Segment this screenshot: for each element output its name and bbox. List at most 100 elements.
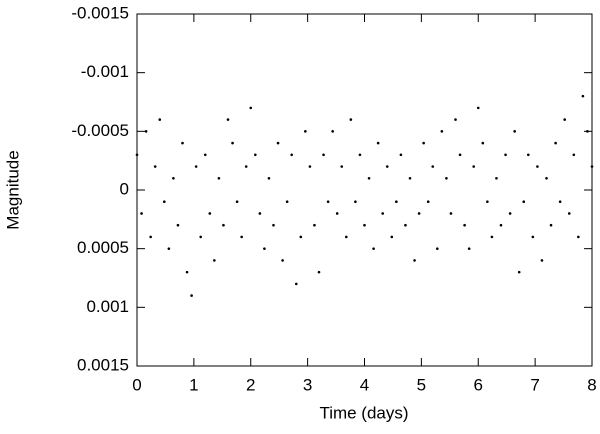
data-point <box>417 212 421 215</box>
data-point <box>258 212 262 215</box>
data-point <box>313 223 316 227</box>
y-tick-label: 0.0005 <box>77 238 129 257</box>
data-point <box>190 294 193 297</box>
data-point <box>517 270 521 274</box>
data-point <box>558 200 562 204</box>
data-point <box>203 153 207 157</box>
data-point <box>304 130 307 133</box>
data-point <box>267 176 271 180</box>
data-point <box>263 247 266 250</box>
data-point <box>249 106 253 110</box>
data-point <box>581 94 585 98</box>
data-point <box>495 176 498 180</box>
data-point <box>440 130 444 133</box>
data-point <box>185 270 189 274</box>
data-point <box>358 153 362 157</box>
y-tick-label: -0.0015 <box>71 3 129 22</box>
data-point <box>153 165 157 168</box>
data-point <box>404 223 407 227</box>
data-point <box>476 106 480 110</box>
data-point <box>235 200 239 204</box>
y-axis-label: Magnitude <box>3 150 22 229</box>
y-tick-label: -0.0005 <box>71 121 129 140</box>
data-point <box>345 235 348 239</box>
data-point <box>536 165 539 168</box>
data-point <box>281 259 284 262</box>
data-point <box>508 212 512 215</box>
data-point <box>504 153 507 157</box>
data-point <box>194 165 198 168</box>
data-point <box>213 259 216 262</box>
data-point <box>244 165 248 168</box>
data-point <box>276 141 280 145</box>
data-point <box>390 235 394 239</box>
data-point <box>431 165 435 168</box>
data-point <box>285 200 289 204</box>
data-point <box>445 176 448 180</box>
data-point <box>586 130 589 133</box>
data-point <box>181 141 184 145</box>
data-point <box>363 223 366 227</box>
data-point <box>354 200 357 204</box>
data-point <box>340 165 344 168</box>
data-point <box>572 153 576 157</box>
x-tick-label: 7 <box>530 375 539 394</box>
data-point <box>317 270 321 274</box>
data-point <box>540 259 544 262</box>
data-point <box>486 200 489 204</box>
data-point <box>563 118 566 121</box>
data-point <box>408 176 412 180</box>
data-point <box>217 176 221 180</box>
data-point <box>149 235 152 239</box>
data-point <box>577 235 580 239</box>
x-tick-label: 4 <box>360 375 369 394</box>
data-point <box>567 212 571 215</box>
data-point <box>549 223 553 227</box>
data-point <box>531 235 535 239</box>
data-point <box>545 176 548 180</box>
data-point <box>254 153 257 157</box>
x-tick-label: 6 <box>474 375 483 394</box>
data-point <box>399 153 403 157</box>
data-point <box>167 247 171 250</box>
data-point <box>172 176 175 180</box>
data-point <box>208 212 212 215</box>
data-point <box>335 212 339 215</box>
data-point <box>458 153 462 157</box>
x-tick-label: 2 <box>246 375 255 394</box>
data-point <box>481 141 485 145</box>
data-point <box>463 223 466 227</box>
data-point <box>158 118 162 121</box>
data-point <box>522 200 526 204</box>
data-point <box>499 223 503 227</box>
data-point <box>240 235 243 239</box>
data-point <box>144 130 148 133</box>
data-point <box>299 235 303 239</box>
data-point <box>395 200 398 204</box>
plot-frame <box>136 13 593 367</box>
data-point <box>381 212 385 215</box>
data-point <box>322 153 325 157</box>
data-point <box>513 130 516 133</box>
data-point <box>331 130 334 133</box>
data-point <box>454 118 457 121</box>
data-point <box>436 247 439 250</box>
x-tick-label: 0 <box>132 375 141 394</box>
data-point <box>472 165 476 168</box>
data-point <box>376 141 380 145</box>
data-point <box>367 176 371 180</box>
data-point <box>490 235 494 239</box>
data-point <box>413 259 416 262</box>
y-tick-label: -0.001 <box>81 62 129 81</box>
data-point <box>163 200 166 204</box>
data-point <box>308 165 312 168</box>
data-point <box>294 282 298 286</box>
x-axis-label: Time (days) <box>319 403 408 422</box>
data-point <box>140 212 143 215</box>
x-tick-label: 1 <box>189 375 198 394</box>
data-point <box>426 200 430 204</box>
x-tick-label: 5 <box>417 375 426 394</box>
x-tick-label: 8 <box>587 375 596 394</box>
data-point <box>326 200 330 204</box>
